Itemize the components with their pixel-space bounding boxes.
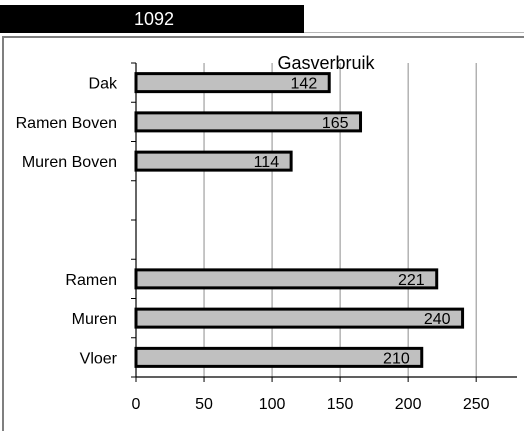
total-value: 1092: [134, 8, 175, 29]
total-cell[interactable]: 1092: [0, 5, 304, 33]
x-tick-label: 250: [463, 396, 490, 413]
data-label: 165: [322, 115, 349, 132]
data-label: 240: [424, 311, 451, 328]
bar: [134, 346, 424, 368]
labels: 0 50 100 150 200 250 Dak 142 Ramen Boven 165 Muren…: [16, 53, 490, 413]
x-tick-label: 100: [259, 396, 286, 413]
bar: [134, 268, 439, 290]
chart-title: Gasverbruik: [277, 53, 375, 73]
adjacent-cell[interactable]: [304, 5, 524, 33]
bar: [134, 307, 465, 329]
bars: [134, 72, 465, 368]
y-category-label: Ramen: [65, 272, 117, 289]
data-label: 114: [254, 154, 280, 171]
x-tick-label: 50: [195, 396, 213, 413]
axes: [131, 62, 517, 382]
data-label: 142: [291, 76, 318, 93]
x-tick-label: 0: [132, 396, 141, 413]
data-label: 210: [383, 350, 410, 367]
y-category-label: Muren: [72, 311, 117, 328]
bar: [134, 150, 293, 172]
bar: [134, 72, 331, 94]
x-tick-label: 150: [327, 396, 354, 413]
data-label: 221: [398, 272, 425, 289]
y-category-label: Muren Boven: [22, 154, 117, 171]
grid-lines: [203, 63, 477, 377]
y-category-label: Vloer: [80, 350, 118, 367]
spreadsheet-top-row: 1092: [0, 0, 524, 34]
y-category-label: Dak: [89, 76, 118, 93]
y-category-label: Ramen Boven: [16, 115, 117, 132]
x-tick-label: 200: [395, 396, 422, 413]
bar: [134, 111, 363, 133]
